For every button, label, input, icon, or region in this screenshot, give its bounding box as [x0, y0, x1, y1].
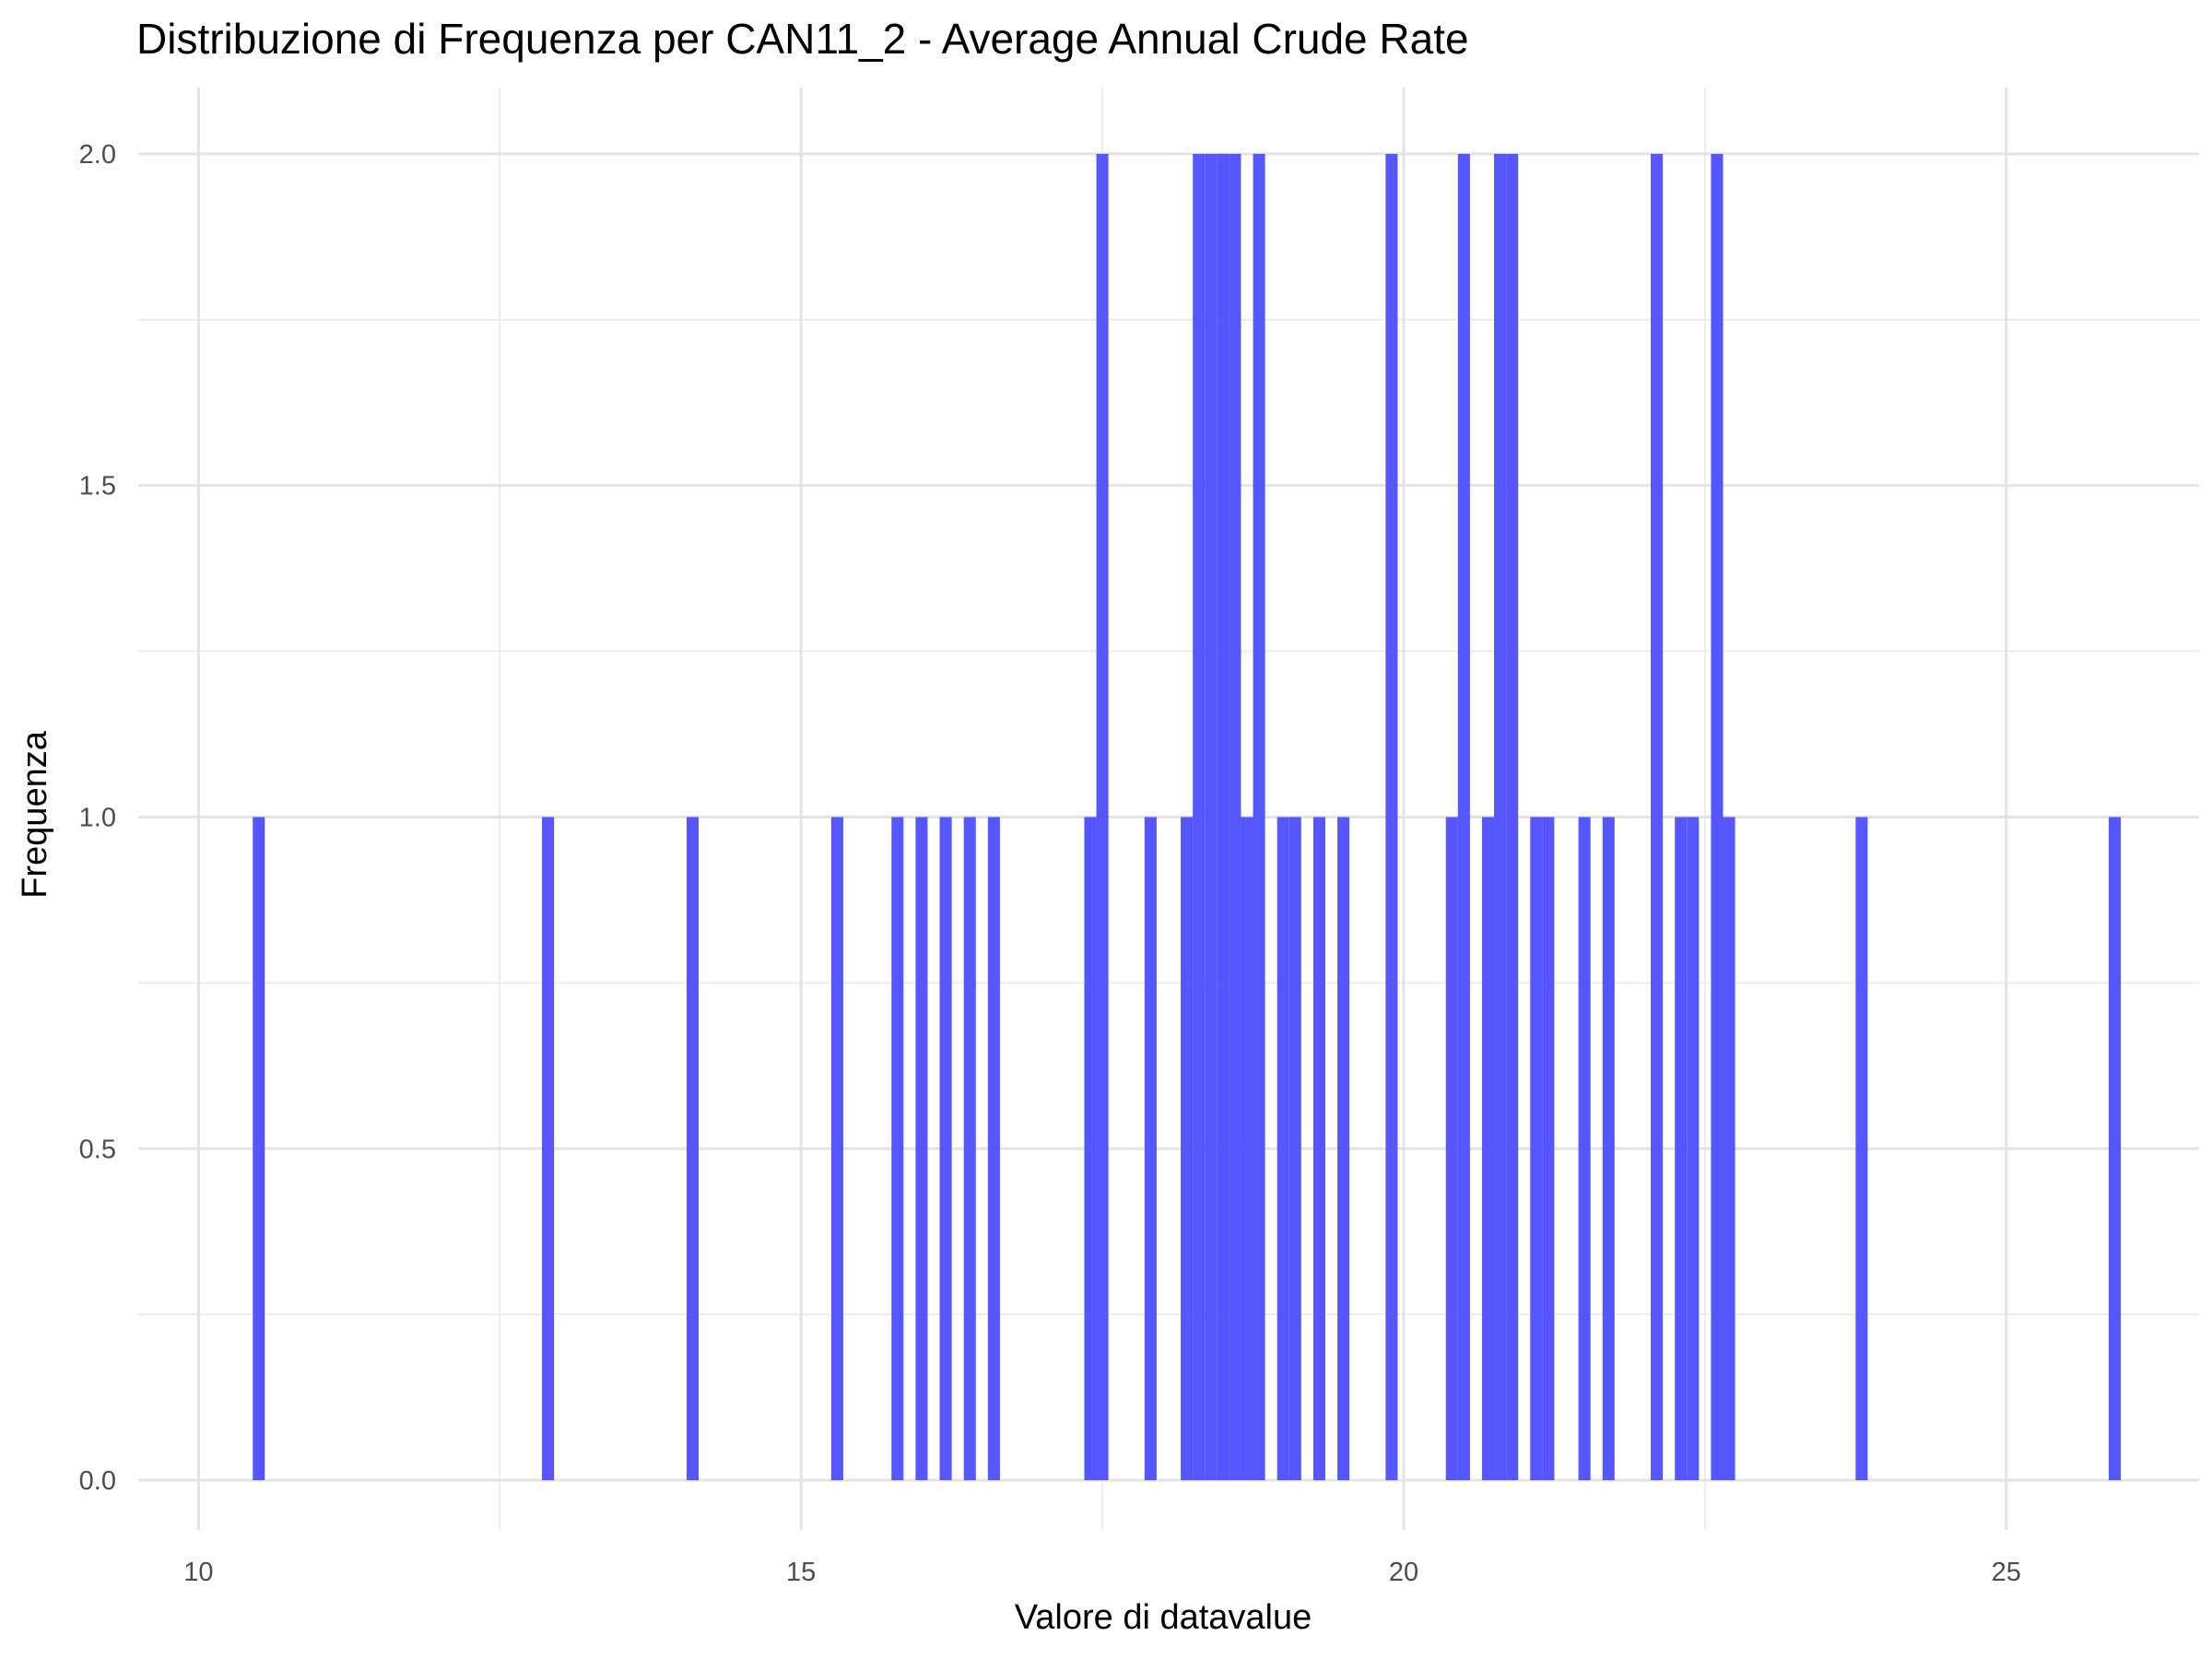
histogram-bar	[1855, 817, 1868, 1481]
histogram-bar	[915, 817, 928, 1481]
histogram-bar	[2108, 817, 2122, 1481]
histogram-bar	[830, 817, 843, 1481]
chart-title: Distribuzione di Frequenza per CAN11_2 -…	[136, 15, 1469, 63]
x-tick-label: 20	[1389, 1558, 1418, 1587]
histogram-bar	[1241, 817, 1253, 1481]
histogram-bar	[1675, 817, 1688, 1481]
histogram-bar	[1144, 817, 1157, 1481]
histogram-bar	[1602, 817, 1615, 1481]
histogram-bar	[1506, 153, 1519, 1481]
y-tick-label: 0.5	[79, 1135, 116, 1164]
histogram-bar	[686, 817, 700, 1481]
y-tick-label: 0.0	[79, 1466, 116, 1496]
x-tick-label: 10	[183, 1558, 213, 1587]
histogram-bar	[1530, 817, 1543, 1481]
y-tick-label: 1.5	[79, 472, 116, 501]
histogram-bar	[1651, 153, 1664, 1481]
histogram-bar	[1385, 153, 1398, 1481]
x-axis-title: Valore di datavalue	[1015, 1598, 1312, 1637]
histogram-bar	[1229, 153, 1241, 1481]
histogram-bar	[891, 817, 904, 1481]
histogram-bar	[1205, 153, 1218, 1481]
y-tick-label: 1.0	[79, 803, 116, 832]
histogram-bar	[1711, 153, 1724, 1481]
histogram-bar	[1217, 153, 1230, 1481]
histogram-bar	[1312, 817, 1325, 1481]
x-tick-label: 25	[1992, 1558, 2021, 1587]
y-axis-tick-labels: 0.0 0.5 1.0 1.5 2.0	[79, 140, 116, 1496]
x-axis-tick-labels: 10 15 20 25	[183, 1558, 2021, 1587]
histogram-bar	[1723, 817, 1735, 1481]
minor-gridlines	[138, 88, 2199, 1530]
y-axis-title: Frequenza	[16, 730, 54, 899]
histogram-bar	[1253, 153, 1265, 1481]
histogram-bar	[1193, 153, 1206, 1481]
histogram-bar	[987, 817, 1000, 1481]
histogram-bar	[1288, 817, 1301, 1481]
histogram-bar	[1445, 817, 1458, 1481]
histogram-bar	[1277, 817, 1289, 1481]
histogram-bar	[1181, 817, 1194, 1481]
histogram-bar	[542, 817, 555, 1481]
histogram-bar	[253, 817, 265, 1481]
histogram-bar	[1457, 153, 1470, 1481]
y-tick-label: 2.0	[79, 140, 116, 170]
histogram-bar	[1096, 153, 1109, 1481]
histogram-bar	[1494, 153, 1507, 1481]
histogram-bar	[1084, 817, 1097, 1481]
histogram-bar	[1337, 817, 1350, 1481]
x-tick-label: 15	[786, 1558, 816, 1587]
histogram-bar	[1578, 817, 1591, 1481]
histogram-bar	[939, 817, 952, 1481]
histogram-bar	[1481, 817, 1495, 1481]
histogram-bar	[1687, 817, 1700, 1481]
histogram-bar	[1542, 817, 1555, 1481]
histogram-bars	[253, 153, 2122, 1481]
histogram-bar	[963, 817, 976, 1481]
